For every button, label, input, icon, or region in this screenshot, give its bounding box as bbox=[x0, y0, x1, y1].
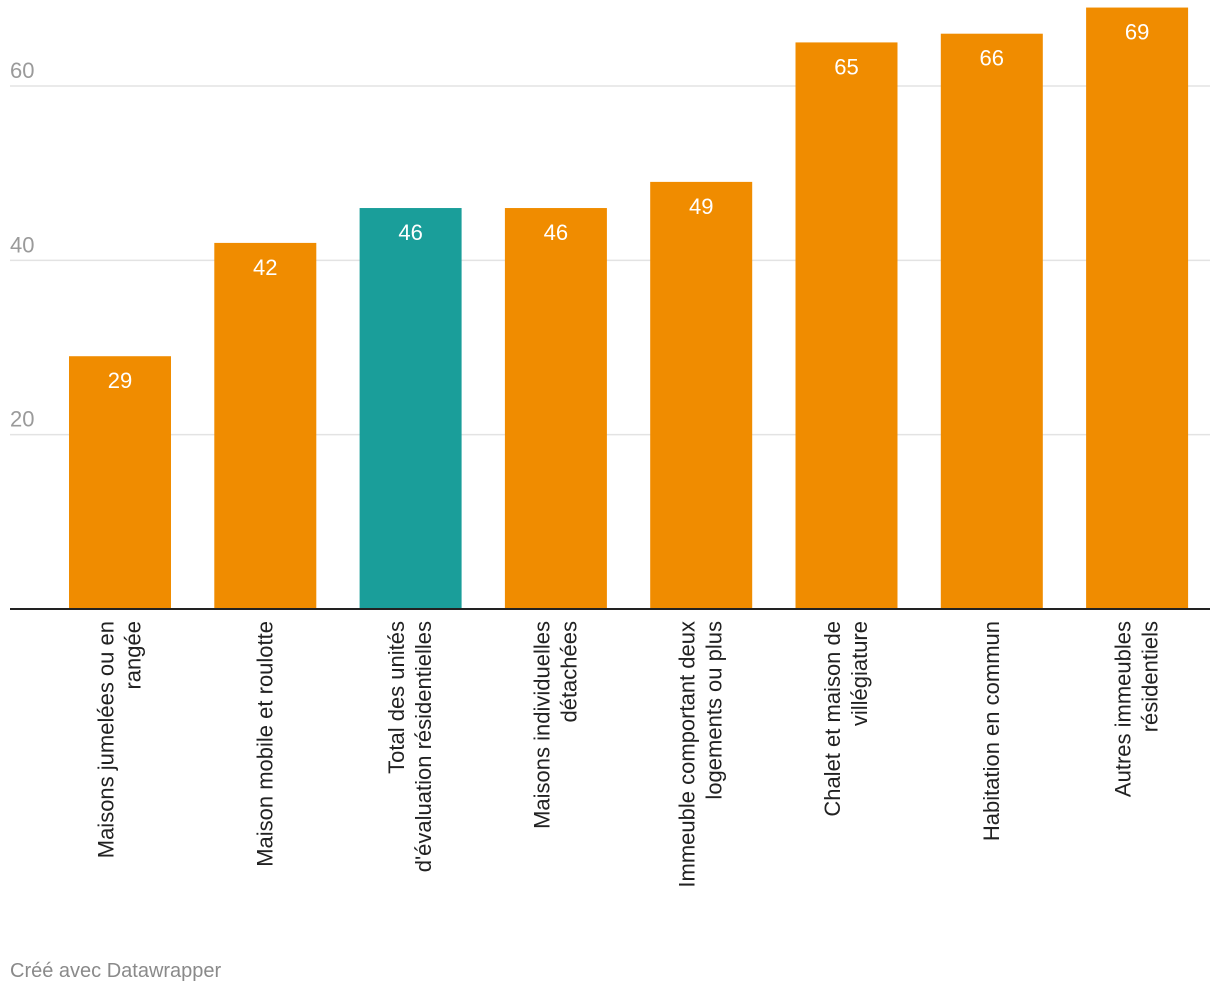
category-label-line: Autres immeubles bbox=[1111, 621, 1136, 797]
category-label-line: Maisons jumelées ou en bbox=[94, 621, 119, 858]
y-tick-label: 60 bbox=[10, 58, 34, 83]
category-labels: Maisons jumelées ou enrangée Maison mobil… bbox=[94, 621, 1163, 888]
bar bbox=[504, 208, 607, 610]
bar bbox=[214, 242, 317, 609]
value-labels: 29 42 46 46 49 65 66 69 bbox=[108, 20, 1150, 394]
category-label-line: logements ou plus bbox=[702, 621, 727, 800]
category-label: Total des unitésd'évaluation résidentiel… bbox=[384, 621, 436, 872]
bar-value-label: 69 bbox=[1125, 20, 1149, 45]
category-label-line: Maisons individuelles bbox=[529, 621, 554, 829]
bar bbox=[650, 181, 753, 609]
credit-text: Créé avec Datawrapper bbox=[10, 960, 222, 982]
category-label-line: Total des unités bbox=[384, 621, 409, 774]
category-label-line: d'évaluation résidentielles bbox=[411, 621, 436, 872]
category-label-line: rangée bbox=[121, 621, 146, 690]
y-tick-label: 40 bbox=[10, 232, 34, 257]
category-label: Maisons individuellesdétachées bbox=[529, 621, 581, 829]
bar bbox=[795, 42, 898, 609]
category-label-line: Chalet et maison de bbox=[820, 621, 845, 817]
bar bbox=[940, 33, 1043, 609]
category-label: Maison mobile et roulotte bbox=[252, 621, 277, 867]
category-label: Maisons jumelées ou enrangée bbox=[94, 621, 146, 858]
bar-value-label: 29 bbox=[108, 368, 132, 393]
bar bbox=[69, 356, 171, 609]
bars bbox=[69, 7, 1189, 610]
category-label: Autres immeublesrésidentiels bbox=[1111, 621, 1163, 797]
category-label: Habitation en commun bbox=[979, 621, 1004, 841]
category-label: Immeuble comportant deuxlogements ou plu… bbox=[675, 621, 727, 888]
y-tick-label: 20 bbox=[10, 407, 34, 432]
bar-value-label: 46 bbox=[544, 220, 568, 245]
bar bbox=[359, 208, 462, 610]
bar-value-label: 49 bbox=[689, 194, 713, 219]
bar-value-label: 46 bbox=[398, 220, 422, 245]
category-label: Chalet et maison devillégiature bbox=[820, 621, 872, 817]
bar-value-label: 65 bbox=[834, 54, 858, 79]
category-label-line: Maison mobile et roulotte bbox=[252, 621, 277, 867]
bar-value-label: 66 bbox=[980, 46, 1004, 71]
category-label-line: villégiature bbox=[847, 621, 872, 726]
category-label-line: Immeuble comportant deux bbox=[675, 621, 700, 888]
bar-value-label: 42 bbox=[253, 255, 277, 280]
category-label-line: détachées bbox=[556, 621, 581, 723]
bar bbox=[1086, 7, 1189, 610]
category-label-line: Habitation en commun bbox=[979, 621, 1004, 841]
category-label-line: résidentiels bbox=[1138, 621, 1163, 732]
